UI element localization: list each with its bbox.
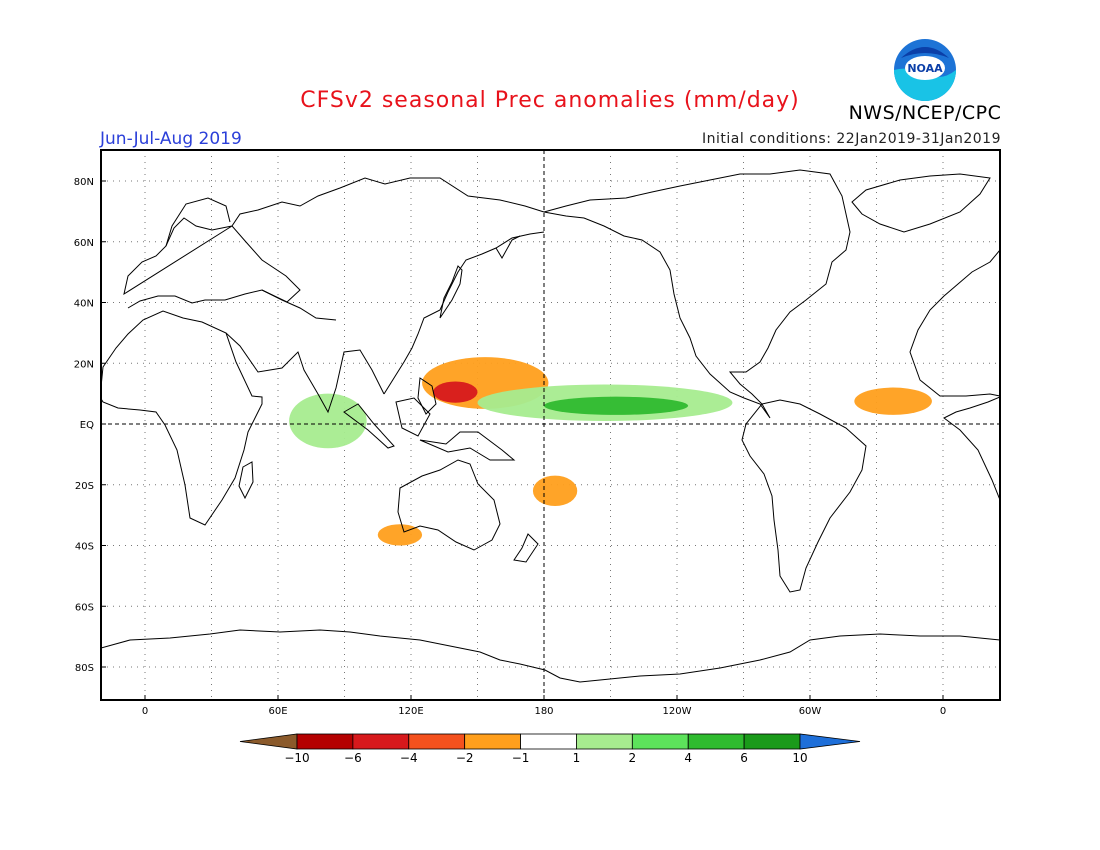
lat-tick-label: 80N xyxy=(74,177,94,188)
coastline-australia xyxy=(397,459,501,551)
coastline-africa xyxy=(101,310,263,526)
lat-tick-label: 60N xyxy=(74,238,94,249)
coastline-sumatra-borneo xyxy=(343,397,516,461)
colorbar-label: −2 xyxy=(456,751,474,765)
colorbar-label: 6 xyxy=(740,751,748,765)
lon-tick-label: 120W xyxy=(663,706,692,717)
colorbar-label: −4 xyxy=(400,751,418,765)
coastline-south-america xyxy=(741,399,867,593)
coastline-europe-r xyxy=(909,249,1000,397)
colorbar-box xyxy=(687,733,745,750)
season-label: Jun-Jul-Aug 2019 xyxy=(100,129,242,149)
colorbar-label: 2 xyxy=(629,751,637,765)
lat-tick-label: 80S xyxy=(75,663,94,674)
lon-tick-label: 60W xyxy=(799,706,822,717)
latitude-labels: 80N 60N 40N 20N EQ 20S 40S 60S 80S xyxy=(74,177,106,674)
lon-tick-label: 180 xyxy=(534,706,553,717)
coastline-arabia-india xyxy=(225,289,385,414)
lat-tick-label: 40N xyxy=(74,299,94,310)
lat-tick-label: 20S xyxy=(75,481,94,492)
colorbar-label: 4 xyxy=(684,751,692,765)
coastline-scandinavia xyxy=(165,197,231,247)
colorbar-max-arrow xyxy=(799,733,861,750)
colorbar-label: −10 xyxy=(284,751,309,765)
lon-tick-label: 0 xyxy=(940,706,946,717)
lat-tick-label: 40S xyxy=(75,542,94,553)
axis-lines xyxy=(101,150,1000,700)
coastline-east-asia xyxy=(383,231,545,395)
colorbar-box xyxy=(520,733,577,750)
colorbar-box xyxy=(296,733,354,750)
coastline-kamchatka xyxy=(495,235,521,259)
colorbar-box xyxy=(464,733,521,750)
colorbar-label: −6 xyxy=(344,751,362,765)
anomaly-region xyxy=(289,393,367,449)
coastlines xyxy=(101,169,1000,683)
lon-tick-label: 60E xyxy=(268,706,287,717)
colorbar-label: 1 xyxy=(573,751,581,765)
anomaly-region xyxy=(544,396,689,415)
anomaly-region xyxy=(854,387,932,415)
colorbar-box xyxy=(743,733,801,750)
coastline-japan xyxy=(439,265,463,319)
coastline-nz xyxy=(513,533,539,563)
lat-tick-label: 60S xyxy=(75,602,94,613)
anomaly-region xyxy=(532,475,578,507)
colorbar-box xyxy=(576,733,633,750)
colorbar: −10 −6 −4 −2 −1 1 2 4 6 10 xyxy=(239,733,861,765)
coastline-north-america xyxy=(543,169,851,419)
map-frame xyxy=(100,149,1001,701)
colorbar-label: −1 xyxy=(512,751,530,765)
coastline-philippines xyxy=(417,377,437,415)
colorbar-box xyxy=(631,733,689,750)
colorbar-box xyxy=(352,733,410,750)
coastline-greenland xyxy=(851,173,991,233)
lat-tick-label: EQ xyxy=(80,420,94,431)
coastline-madagascar xyxy=(238,461,254,500)
colorbar-label: 10 xyxy=(792,751,807,765)
noaa-logo: NOAA xyxy=(894,39,956,101)
agency-label: NWS/NCEP/CPC xyxy=(848,102,1002,124)
coastline-antarctica xyxy=(101,629,1000,683)
colorbar-box xyxy=(408,733,466,750)
coastline-west-africa-r xyxy=(943,396,1000,501)
lon-tick-label: 120E xyxy=(398,706,423,717)
anomaly-region xyxy=(433,381,478,403)
noaa-logo-text: NOAA xyxy=(907,62,943,75)
map-title: CFSv2 seasonal Prec anomalies (mm/day) xyxy=(300,88,800,113)
lat-tick-label: 20N xyxy=(74,359,94,370)
initial-conditions-label: Initial conditions: 22Jan2019-31Jan2019 xyxy=(702,131,1001,147)
lon-tick-label: 0 xyxy=(142,706,148,717)
colorbar-min-arrow xyxy=(239,733,298,750)
